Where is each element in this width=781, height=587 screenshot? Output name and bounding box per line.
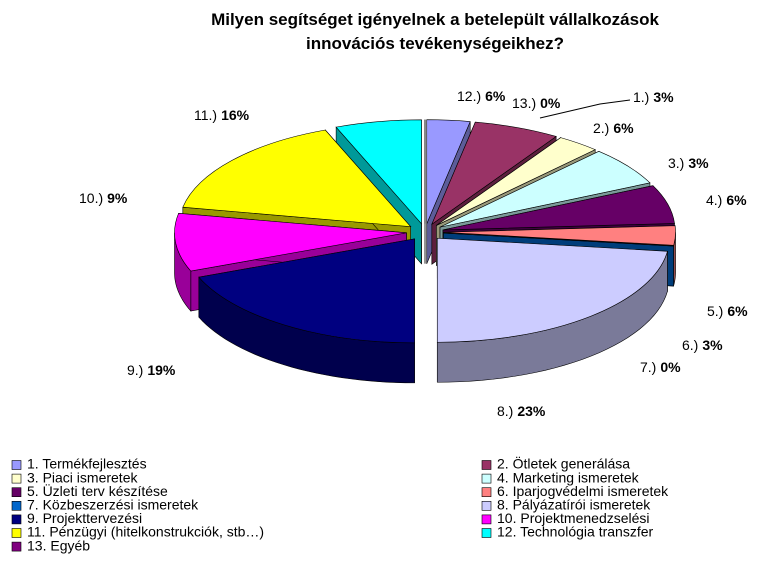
legend-swatch — [11, 460, 22, 470]
legend-item: 13. Egyéb — [11, 537, 90, 553]
legend-item: 3. Piaci ismeretek — [11, 469, 138, 485]
data-label: 2.) 6% — [593, 120, 634, 136]
legend-label: 1. Termékfejlesztés — [27, 456, 147, 472]
legend-item: 11. Pénzügyi (hitelkonstrukciók, stb…) — [11, 524, 264, 540]
legend-item: 2. Ötletek generálása — [481, 455, 630, 472]
slice-name: 5.) — [707, 303, 723, 319]
slice-name: 6.) — [682, 337, 698, 353]
slice-name: 11.) — [194, 107, 217, 123]
legend-label: 7. Közbeszerzési ismeretek — [27, 497, 199, 513]
slice-name: 8.) — [497, 403, 513, 419]
legend-item: 1. Termékfejlesztés — [11, 456, 147, 472]
legend-swatch — [11, 487, 22, 498]
slice-top — [198, 238, 415, 344]
slice-value: 16% — [221, 107, 250, 123]
legend-item: 4. Marketing ismeretek — [481, 469, 640, 485]
slice-value: 3% — [653, 89, 674, 105]
slice — [198, 238, 415, 384]
legend-swatch — [11, 514, 22, 525]
slice-top — [443, 232, 674, 247]
chart-title: Milyen segítséget igényelnek a betelepül… — [211, 10, 659, 53]
slice-value: 9% — [107, 190, 128, 206]
legend-item: 10. Projektmenedzselési — [481, 510, 650, 526]
legend-label: 10. Projektmenedzselési — [497, 510, 650, 526]
slice-name: 10.) — [79, 190, 103, 206]
slice-name: 2.) — [593, 120, 609, 136]
slice-value: 19% — [147, 362, 176, 378]
slice-name: 7.) — [640, 359, 656, 375]
data-label: 4.) 6% — [706, 192, 747, 208]
data-label: 7.) 0% — [640, 359, 681, 375]
slice-top — [436, 137, 596, 226]
slice-name: 1.) — [633, 89, 649, 105]
slice-top — [442, 185, 675, 231]
slice-top — [182, 129, 412, 228]
legend-label: 2. Ötletek generálása — [497, 455, 630, 472]
data-label: 1.) 3% — [633, 89, 674, 105]
data-label: 6.) 3% — [682, 337, 723, 353]
data-label: 10.) 9% — [79, 190, 128, 206]
legend-label: 12. Technológia transzfer — [497, 524, 654, 540]
legend-item: 7. Közbeszerzési ismeretek — [11, 497, 199, 513]
slice-name: 12.) — [457, 88, 481, 104]
slice-value: 23% — [517, 403, 546, 419]
legend-label: 3. Piaci ismeretek — [27, 469, 138, 485]
slice-value: 6% — [485, 88, 506, 104]
legend-swatch — [11, 541, 22, 552]
slice-name: 4.) — [706, 192, 722, 208]
legend-swatch — [481, 487, 492, 498]
legend-label: 4. Marketing ismeretek — [497, 469, 640, 485]
slice-value: 6% — [726, 192, 747, 208]
legend-label: 5. Üzleti terv készítése — [27, 482, 168, 499]
slice-top — [436, 237, 668, 343]
legend-swatch — [481, 514, 492, 525]
legend-item: 8. Pályázatírói ismeretek — [481, 497, 651, 513]
legend-item: 12. Technológia transzfer — [481, 524, 654, 540]
data-label: 13.) 0% — [512, 95, 561, 111]
slice-top — [431, 121, 557, 226]
slice-top — [174, 212, 407, 272]
data-label: 8.) 23% — [497, 403, 546, 419]
slice-top — [439, 150, 651, 228]
legend-item: 9. Projekttervezési — [11, 510, 142, 526]
slice-value: 0% — [540, 95, 561, 111]
data-label: 3.) 3% — [668, 155, 709, 171]
legend-swatch — [481, 460, 492, 470]
slice-top — [335, 119, 422, 225]
legend-label: 8. Pályázatírói ismeretek — [497, 497, 651, 513]
slice — [436, 237, 668, 383]
leader-line — [539, 99, 631, 119]
slice-name: 9.) — [127, 362, 143, 378]
legend-swatch — [481, 473, 492, 484]
slice-name: 3.) — [668, 155, 684, 171]
legend-swatch — [11, 473, 22, 484]
legend-label: 11. Pénzügyi (hitelkonstrukciók, stb…) — [27, 524, 264, 540]
legend-label: 13. Egyéb — [27, 537, 90, 553]
slice-name: 13.) — [512, 95, 536, 111]
data-label: 11.) 16% — [194, 107, 250, 123]
data-label: 12.) 6% — [457, 88, 506, 104]
slice-top — [426, 119, 471, 224]
slice-top — [443, 225, 676, 246]
data-label: 9.) 19% — [127, 362, 176, 378]
slice-value: 3% — [702, 337, 723, 353]
legend-item: 5. Üzleti terv készítése — [11, 482, 168, 499]
data-label: 5.) 6% — [707, 303, 748, 319]
slice-value: 0% — [660, 359, 681, 375]
legend-item: 6. Iparjogvédelmi ismeretek — [481, 483, 669, 499]
slice-value: 6% — [727, 303, 748, 319]
legend-swatch — [481, 528, 492, 538]
legend-label: 9. Projekttervezési — [27, 510, 142, 526]
legend-swatch — [481, 500, 492, 511]
legend-label: 6. Iparjogvédelmi ismeretek — [497, 483, 669, 499]
legend-swatch — [11, 528, 22, 538]
legend-swatch — [11, 500, 22, 511]
slice-value: 3% — [688, 155, 709, 171]
slice-value: 6% — [613, 120, 634, 136]
